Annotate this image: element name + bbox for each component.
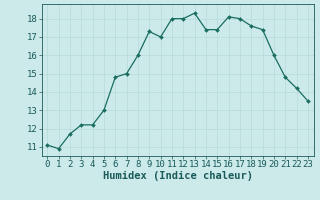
X-axis label: Humidex (Indice chaleur): Humidex (Indice chaleur) bbox=[103, 171, 252, 181]
